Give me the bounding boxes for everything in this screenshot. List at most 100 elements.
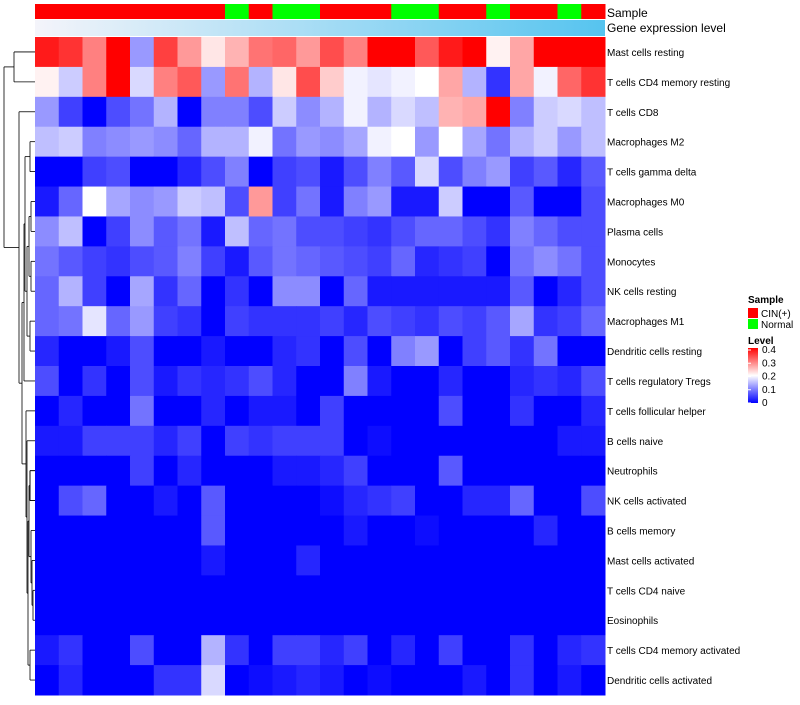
heatmap-cell (391, 216, 416, 247)
heatmap-cell (438, 635, 463, 666)
heatmap-cell (58, 485, 83, 517)
heatmap-cell (367, 545, 392, 576)
heatmap-cell (486, 455, 511, 487)
heatmap-cell (438, 186, 463, 217)
heatmap-cell (438, 336, 463, 367)
heatmap-cell (391, 37, 416, 68)
heatmap-cell (296, 395, 321, 427)
level-tick-label: 0.2 (762, 372, 776, 383)
heatmap-cell (106, 635, 131, 666)
heatmap-cell (106, 665, 131, 696)
row-label: T cells CD4 memory activated (607, 646, 740, 657)
heatmap-cell (106, 605, 131, 636)
heatmap-cell (391, 276, 416, 307)
heatmap-cell (296, 515, 321, 546)
heatmap-cell (391, 605, 416, 636)
heatmap-cell (225, 156, 250, 188)
heatmap-cell (391, 455, 416, 487)
heatmap-cell (415, 37, 440, 68)
heatmap-cell (462, 635, 487, 666)
heatmap-cell (367, 366, 392, 397)
heatmap-cell (510, 216, 535, 247)
heatmap-cell (510, 276, 535, 307)
heatmap-cell (510, 246, 535, 277)
heatmap-cell (510, 37, 535, 68)
heatmap-cell (153, 276, 178, 307)
heatmap-cell (557, 665, 582, 696)
heatmap-cell (581, 455, 606, 487)
heatmap-cell (391, 156, 416, 188)
heatmap-cell (557, 276, 582, 307)
gene-expression-annotation-label: Gene expression level (607, 21, 726, 35)
heatmap-cell (248, 485, 273, 517)
heatmap-cell (201, 395, 226, 427)
heatmap-cell (557, 425, 582, 457)
row-label: Mast cells activated (607, 556, 694, 567)
heatmap-cell (106, 306, 131, 337)
heatmap-cell (225, 246, 250, 277)
heatmap-cell (533, 395, 558, 427)
heatmap-cell (106, 455, 131, 487)
heatmap-cell (533, 126, 558, 158)
heatmap-cell (35, 276, 60, 307)
heatmap-cell (177, 37, 202, 68)
heatmap-cell (581, 246, 606, 277)
heatmap-cell (320, 276, 345, 307)
heatmap-cell (510, 395, 535, 427)
heatmap-cell (177, 665, 202, 696)
heatmap-cell (35, 336, 60, 367)
heatmap-cell (35, 126, 60, 158)
heatmap-cell (581, 366, 606, 397)
legend-swatch-normal (748, 319, 758, 329)
heatmap-cell (343, 605, 368, 636)
sample-annotation-cell (82, 4, 107, 19)
heatmap-cell (367, 485, 392, 517)
heatmap-cell (367, 515, 392, 546)
heatmap-cell (415, 425, 440, 457)
heatmap-cell (272, 186, 297, 217)
heatmap-cell (581, 515, 606, 546)
heatmap-cell (391, 126, 416, 158)
heatmap-cell (177, 96, 202, 128)
heatmap-cell (130, 306, 155, 337)
heatmap-cell (35, 605, 60, 636)
heatmap-cell (343, 425, 368, 457)
heatmap-cell (438, 276, 463, 307)
heatmap-cell (462, 126, 487, 158)
heatmap-cell (106, 276, 131, 307)
heatmap-cell (248, 575, 273, 606)
heatmap-cell (510, 366, 535, 397)
heatmap-cell (296, 455, 321, 487)
heatmap-cell (130, 66, 155, 98)
heatmap-cell (438, 395, 463, 427)
heatmap-cell (82, 276, 107, 307)
heatmap-cell (320, 395, 345, 427)
heatmap-cell (35, 37, 60, 68)
heatmap-cell (225, 186, 250, 217)
heatmap-cell (438, 96, 463, 128)
heatmap-cell (248, 395, 273, 427)
heatmap-cell (391, 246, 416, 277)
heatmap-cell (462, 545, 487, 576)
heatmap-cell (130, 485, 155, 517)
heatmap-cell (225, 306, 250, 337)
heatmap-cell (557, 246, 582, 277)
sample-annotation-cell (130, 4, 155, 19)
heatmap-cell (248, 276, 273, 307)
sample-annotation-cell (177, 4, 202, 19)
heatmap-cell (581, 545, 606, 576)
heatmap-cell (35, 485, 60, 517)
heatmap-cell (35, 156, 60, 188)
heatmap-cell (557, 156, 582, 188)
row-label: Eosinophils (607, 616, 658, 627)
heatmap-cell (510, 665, 535, 696)
heatmap-cell (296, 306, 321, 337)
heatmap-cell (557, 336, 582, 367)
heatmap-cell (415, 156, 440, 188)
heatmap-cell (201, 545, 226, 576)
heatmap-cell (391, 366, 416, 397)
heatmap-cell (557, 455, 582, 487)
heatmap-cell (415, 366, 440, 397)
heatmap-cell (320, 366, 345, 397)
heatmap-cell (130, 455, 155, 487)
